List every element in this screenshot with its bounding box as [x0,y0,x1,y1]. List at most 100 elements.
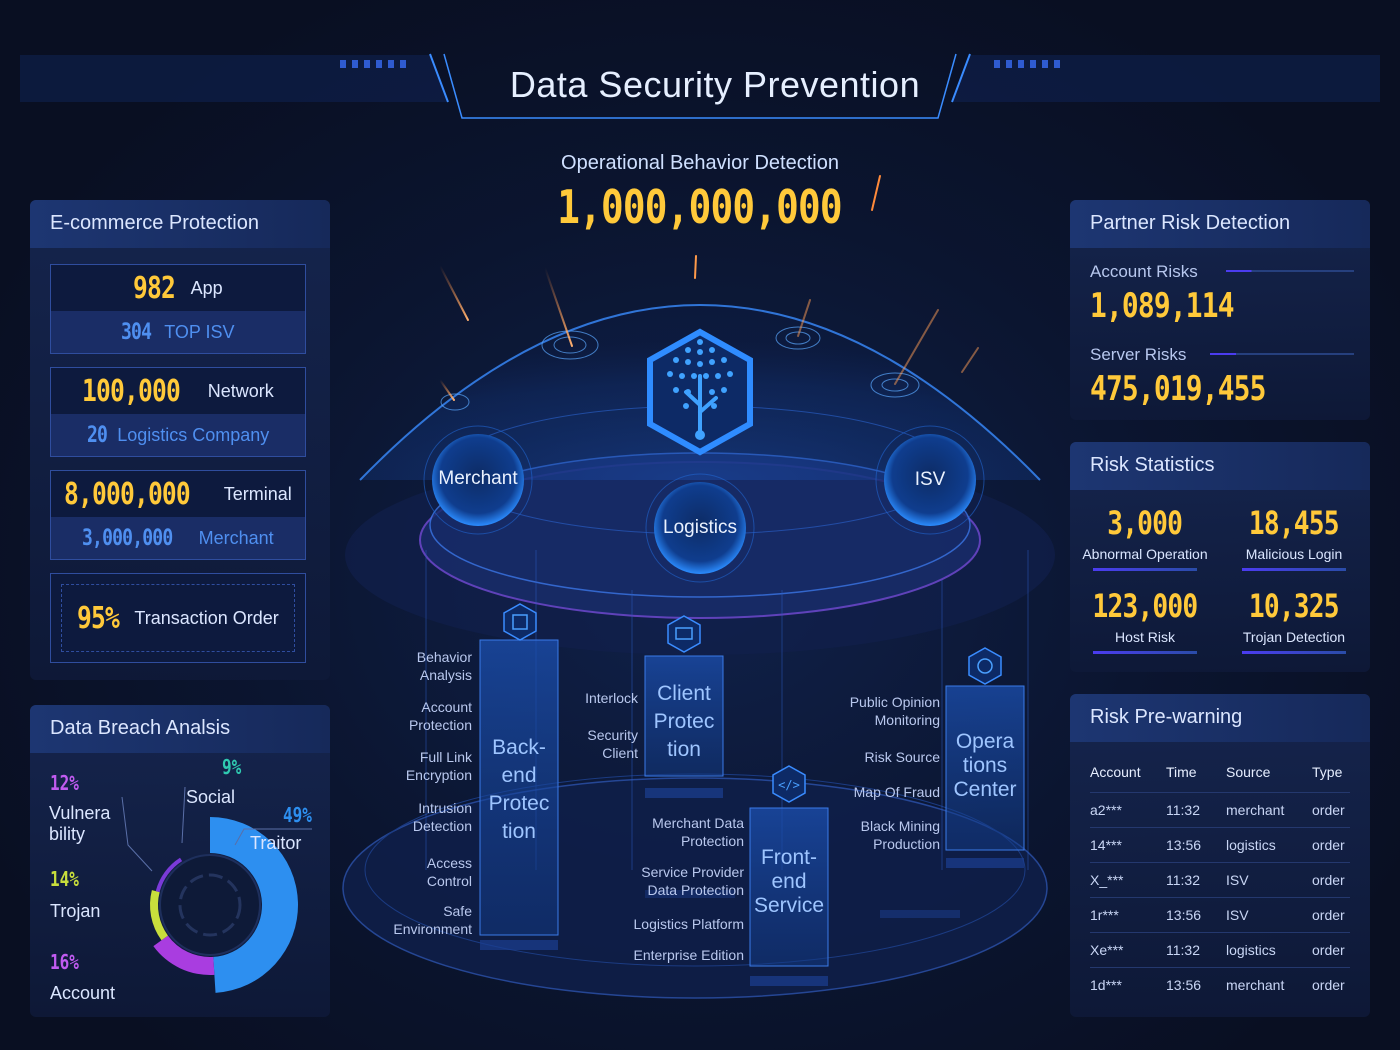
cell-source: logistics [1226,932,1312,968]
ecommerce-title: E-commerce Protection [30,200,330,248]
cell-source: ISV [1226,862,1312,898]
risk-stat-malicious-bar [1242,568,1346,571]
pillar-frontend: </> [749,765,829,986]
cell-type: order [1312,792,1350,828]
ec-card-network[interactable]: 100,000 Network 20 Logistics Company [50,367,306,457]
col-source[interactable]: Source [1226,764,1271,780]
label-security-client: Security Client [587,727,638,761]
risk-stats-panel: Risk Statistics 3,000 Abnormal Operation… [1070,442,1370,672]
pillar-operations-label: Opera tions Center [953,730,1017,801]
cell-account: 1d*** [1090,967,1166,1002]
donut-hub-ring [178,873,242,937]
cell-source: merchant [1226,967,1312,1002]
risk-stat-host-bar [1093,651,1197,654]
page-title: Data Security Prevention [509,64,921,105]
col-type[interactable]: Type [1312,764,1343,780]
risk-stat-malicious-value: 18,455 [1249,504,1340,542]
breach-label-vulnerability: Vulnera bility [49,803,111,844]
risk-stat-host-value: 123,000 [1092,587,1199,625]
cell-account: 14*** [1090,827,1166,863]
breach-pct-account: 16% [50,950,79,974]
table-row[interactable]: 14*** 13:56 logistics order [1090,827,1350,863]
orb-isv[interactable]: ISV [914,469,946,490]
cell-time: 11:32 [1166,932,1226,968]
ec-card-terminal[interactable]: 8,000,000 Terminal 3,000,000 Merchant [50,470,306,560]
partner-server-label: Server Risks [1090,345,1187,364]
label-interlock: Interlock [585,690,638,706]
label-service-provider-data-protection: Service Provider Data Protection [641,864,744,898]
ec-card-transaction[interactable]: 95% Transaction Order [50,573,306,663]
risk-stat-host[interactable]: 123,000 Host Risk [1075,587,1215,654]
cell-account: a2*** [1090,792,1166,828]
donut-slice-account[interactable] [153,935,215,975]
ec-transaction-label: Transaction Order [134,607,279,628]
label-map-of-fraud: Map Of Fraud [853,784,940,800]
col-time[interactable]: Time [1166,764,1197,780]
ec-merchant-value: 3,000,000 [82,525,173,551]
ec-app-label: App [190,277,223,298]
label-public-opinion-monitoring: Public Opinion Monitoring [849,694,940,728]
label-behavior-analysis: Behavior Analysis [416,649,472,683]
ec-logistics-value: 20 [86,422,108,448]
cell-account: X_*** [1090,862,1166,898]
table-row[interactable]: Xe*** 11:32 logistics order [1090,932,1350,968]
partner-account-value: 1,089,114 [1090,286,1235,326]
orb-merchant[interactable]: Merchant [438,468,518,489]
breach-donut-chart[interactable] [30,753,330,1017]
partner-account-bar [1226,270,1354,272]
col-account[interactable]: Account [1090,764,1141,780]
cell-time: 13:56 [1166,967,1226,1002]
partner-server-value: 475,019,455 [1090,369,1266,409]
breach-label-trojan: Trojan [50,901,101,921]
ec-merchant-label: Merchant [198,527,274,548]
tree-hex-icon [647,328,753,456]
svg-text:</>: </> [778,778,800,792]
risk-stat-abnormal-bar [1093,568,1197,571]
breach-pct-social: 9% [222,755,242,779]
risk-stat-trojan-value: 10,325 [1249,587,1340,625]
cell-source: logistics [1226,827,1312,863]
label-intrusion-detection: Intrusion Detection [412,800,472,834]
prewarning-panel: Risk Pre-warning Account Time Source Typ… [1070,694,1370,1017]
cell-type: order [1312,967,1350,1002]
breach-label-account: Account [50,983,116,1003]
table-row[interactable]: 1r*** 13:56 ISV order [1090,897,1350,933]
risk-stat-abnormal[interactable]: 3,000 Abnormal Operation [1075,504,1215,571]
risk-stat-host-label: Host Risk [1115,629,1175,645]
cell-type: order [1312,897,1350,933]
operational-behavior-title: Operational Behavior Detection [561,152,839,174]
donut-leader-line-0 [121,796,153,872]
cell-source: merchant [1226,792,1312,828]
cell-type: order [1312,862,1350,898]
table-row[interactable]: a2*** 11:32 merchant order [1090,792,1350,828]
donut-slice-trojan[interactable] [150,890,168,941]
risk-stat-trojan[interactable]: 10,325 Trojan Detection [1224,587,1364,654]
cell-time: 13:56 [1166,827,1226,863]
table-row[interactable]: X_*** 11:32 ISV order [1090,862,1350,898]
ec-app-value: 982 [133,270,176,306]
risk-stat-trojan-bar [1242,651,1346,654]
donut-hub [159,854,261,956]
orb-logistics[interactable]: Logistics [663,517,737,538]
ec-card-apps[interactable]: 982 App 304 TOP ISV [50,264,306,354]
label-safe-environment: Safe Environment [393,903,472,937]
cell-source: ISV [1226,897,1312,933]
ec-transaction-value: 95% [77,600,120,636]
partner-title: Partner Risk Detection [1070,200,1370,248]
breach-pct-vulnerability: 12% [50,771,79,795]
donut-slice-traitor[interactable] [210,817,299,993]
label-enterprise-edition: Enterprise Edition [633,947,744,963]
cell-time: 11:32 [1166,862,1226,898]
ec-terminal-label: Terminal [223,483,292,504]
ecommerce-panel: E-commerce Protection 982 App 304 TOP ISV … [30,200,330,680]
risk-stat-trojan-label: Trojan Detection [1242,629,1346,645]
cell-account: Xe*** [1090,932,1166,968]
risk-stat-malicious[interactable]: 18,455 Malicious Login [1224,504,1364,571]
ec-terminal-value: 8,000,000 [64,476,191,512]
table-row[interactable]: 1d*** 13:56 merchant order [1090,967,1350,1002]
pillar-frontend-label: Front- end Service [753,846,825,917]
donut-leader-line-2 [234,828,312,846]
donut-slice-vulnera-bility[interactable] [155,857,183,893]
cell-type: order [1312,827,1350,863]
ec-isv-label: TOP ISV [164,321,235,342]
